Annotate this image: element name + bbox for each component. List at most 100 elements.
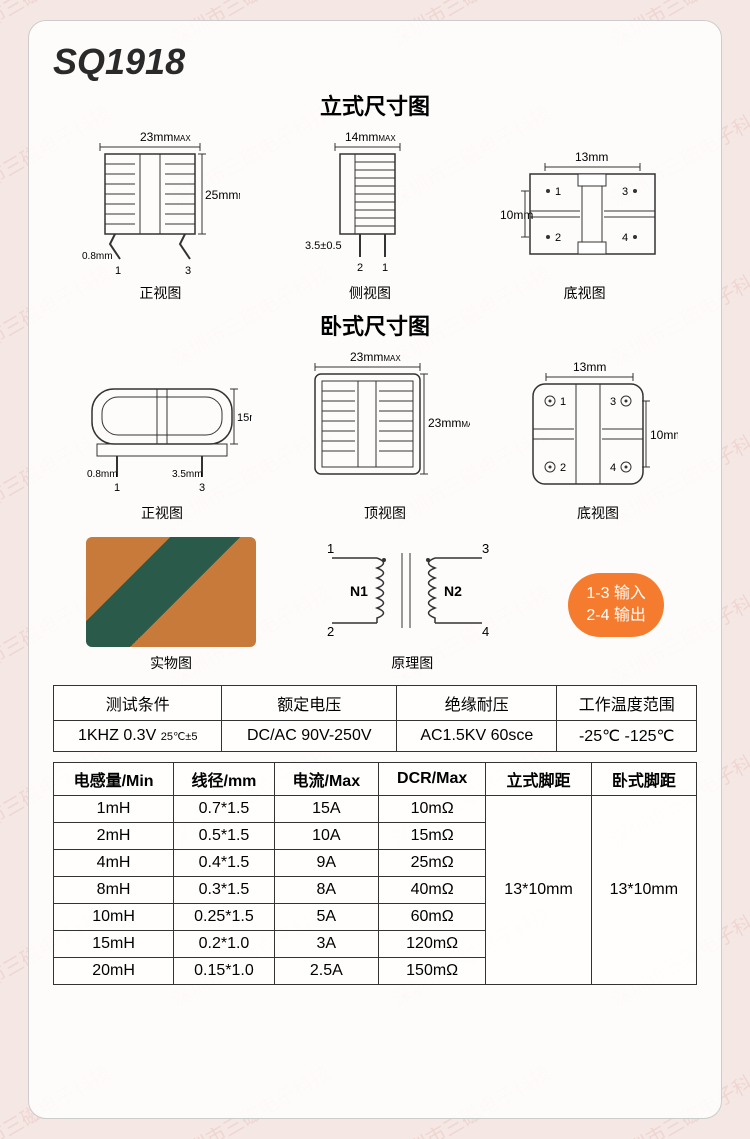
svg-text:0.8mm: 0.8mm xyxy=(82,251,113,262)
t1-r0: 1KHZ 0.3V 25℃±5 xyxy=(54,721,222,752)
t2-cell: 15A xyxy=(274,796,378,823)
svg-text:N1: N1 xyxy=(350,583,368,599)
horizontal-front-label: 正视图 xyxy=(72,503,252,523)
horizontal-bottom-label: 底视图 xyxy=(518,503,678,523)
t2-cell: 20mH xyxy=(54,958,174,985)
vertical-bottom-label: 底视图 xyxy=(500,283,670,303)
specs-table: 电感量/Min线径/mm电流/MaxDCR/Max立式脚距卧式脚距 1mH0.7… xyxy=(53,762,697,985)
horizontal-diagrams: 15mmMAX 0.8mm 3.5mm 1 3 正视图 23mmMAX 23mm… xyxy=(53,349,697,523)
t2-header-5: 卧式脚距 xyxy=(591,763,696,796)
svg-text:3: 3 xyxy=(622,186,628,198)
svg-text:23mmMAX: 23mmMAX xyxy=(140,130,191,144)
t2-cell: 0.3*1.5 xyxy=(174,877,275,904)
svg-text:N2: N2 xyxy=(444,583,462,599)
t2-cell: 60mΩ xyxy=(378,904,486,931)
t1-r1: DC/AC 90V-250V xyxy=(222,721,397,752)
vertical-front-label: 正视图 xyxy=(80,283,240,303)
svg-text:3: 3 xyxy=(482,541,489,556)
t1-h0: 测试条件 xyxy=(54,686,222,721)
svg-text:13mm: 13mm xyxy=(573,360,606,374)
t2-cell: 0.7*1.5 xyxy=(174,796,275,823)
product-title: SQ1918 xyxy=(53,41,697,83)
t2-cell: 1mH xyxy=(54,796,174,823)
svg-text:13mm: 13mm xyxy=(575,150,608,164)
svg-text:3: 3 xyxy=(185,265,191,277)
t2-cell: 8A xyxy=(274,877,378,904)
svg-text:1: 1 xyxy=(114,482,120,494)
t2-header-3: DCR/Max xyxy=(378,763,486,796)
svg-text:3.5mm: 3.5mm xyxy=(172,469,203,480)
t2-pitch-horizontal: 13*10mm xyxy=(591,796,696,985)
svg-text:2: 2 xyxy=(357,262,363,274)
t2-cell: 120mΩ xyxy=(378,931,486,958)
svg-text:23mmMAX: 23mmMAX xyxy=(350,350,401,364)
svg-text:4: 4 xyxy=(482,624,489,639)
t2-header-4: 立式脚距 xyxy=(486,763,591,796)
t2-cell: 0.2*1.0 xyxy=(174,931,275,958)
svg-text:1: 1 xyxy=(327,541,334,556)
horizontal-section-title: 卧式尺寸图 xyxy=(53,309,697,341)
t2-cell: 8mH xyxy=(54,877,174,904)
t2-cell: 10mH xyxy=(54,904,174,931)
schematic-diagram: 1 2 3 4 N1 N2 原理图 xyxy=(322,538,502,673)
vertical-side-label: 侧视图 xyxy=(305,283,435,303)
photo-schematic-row: 实物图 1 2 3 4 N1 N2 原理图 1-3 输入 xyxy=(53,537,697,673)
svg-text:2: 2 xyxy=(327,624,334,639)
t2-pitch-vertical: 13*10mm xyxy=(486,796,591,985)
t2-cell: 4mH xyxy=(54,850,174,877)
t2-header-0: 电感量/Min xyxy=(54,763,174,796)
t2-header-1: 线径/mm xyxy=(174,763,275,796)
conditions-table: 测试条件 额定电压 绝缘耐压 工作温度范围 1KHZ 0.3V 25℃±5 DC… xyxy=(53,685,697,752)
t2-cell: 5A xyxy=(274,904,378,931)
t1-h1: 额定电压 xyxy=(222,686,397,721)
horizontal-top-view: 23mmMAX 23mmMAX 顶视图 xyxy=(300,349,470,523)
t2-cell: 0.4*1.5 xyxy=(174,850,275,877)
t2-cell: 15mΩ xyxy=(378,823,486,850)
svg-text:4: 4 xyxy=(610,462,616,474)
svg-text:3: 3 xyxy=(610,396,616,408)
vertical-section-title: 立式尺寸图 xyxy=(53,89,697,121)
t2-cell: 150mΩ xyxy=(378,958,486,985)
t2-cell: 0.5*1.5 xyxy=(174,823,275,850)
svg-text:0.8mm: 0.8mm xyxy=(87,469,118,480)
svg-text:14mmMAX: 14mmMAX xyxy=(345,130,396,144)
horizontal-bottom-view: 13mm 1 3 2 4 10mm 底视图 xyxy=(518,359,678,523)
t2-cell: 10mΩ xyxy=(378,796,486,823)
svg-text:3: 3 xyxy=(199,482,205,494)
svg-text:1: 1 xyxy=(382,262,388,274)
t2-header-2: 电流/Max xyxy=(274,763,378,796)
svg-text:25mmMAX: 25mmMAX xyxy=(205,188,240,202)
svg-text:15mmMAX: 15mmMAX xyxy=(237,412,252,424)
vertical-front-view: 23mmMAX 25mmMAX 0.8mm 1 3 正视图 xyxy=(80,129,240,303)
t2-cell: 25mΩ xyxy=(378,850,486,877)
vertical-bottom-view: 13mm 1 3 2 4 10mm 底视图 xyxy=(500,149,670,303)
svg-text:23mmMAX: 23mmMAX xyxy=(428,416,470,430)
t2-cell: 2mH xyxy=(54,823,174,850)
svg-text:1: 1 xyxy=(560,396,566,408)
datasheet-card: SQ1918 立式尺寸图 23mmMAX 25mmMAX 0.8mm 1 3 正… xyxy=(28,20,722,1119)
vertical-side-view: 14mmMAX 3.5±0.5 2 1 侧视图 xyxy=(305,129,435,303)
t2-cell: 15mH xyxy=(54,931,174,958)
svg-text:3.5±0.5: 3.5±0.5 xyxy=(305,240,342,252)
t2-cell: 40mΩ xyxy=(378,877,486,904)
t2-cell: 0.15*1.0 xyxy=(174,958,275,985)
horizontal-top-label: 顶视图 xyxy=(300,503,470,523)
svg-text:10mm: 10mm xyxy=(650,428,678,442)
svg-text:10mm: 10mm xyxy=(500,208,533,222)
t1-r3: -25℃ -125℃ xyxy=(557,721,697,752)
svg-text:2: 2 xyxy=(560,462,566,474)
t2-cell: 9A xyxy=(274,850,378,877)
t1-h2: 绝缘耐压 xyxy=(397,686,557,721)
svg-text:1: 1 xyxy=(555,186,561,198)
t1-r2: AC1.5KV 60sce xyxy=(397,721,557,752)
svg-text:4: 4 xyxy=(622,232,628,244)
t1-h3: 工作温度范围 xyxy=(557,686,697,721)
t2-cell: 10A xyxy=(274,823,378,850)
horizontal-front-view: 15mmMAX 0.8mm 3.5mm 1 3 正视图 xyxy=(72,369,252,523)
svg-text:1: 1 xyxy=(115,265,121,277)
product-photo: 实物图 xyxy=(86,537,256,673)
t2-cell: 0.25*1.5 xyxy=(174,904,275,931)
svg-text:2: 2 xyxy=(555,232,561,244)
io-badge: 1-3 输入 2-4 输出 xyxy=(568,573,664,638)
vertical-diagrams: 23mmMAX 25mmMAX 0.8mm 1 3 正视图 14mmMAX xyxy=(53,129,697,303)
